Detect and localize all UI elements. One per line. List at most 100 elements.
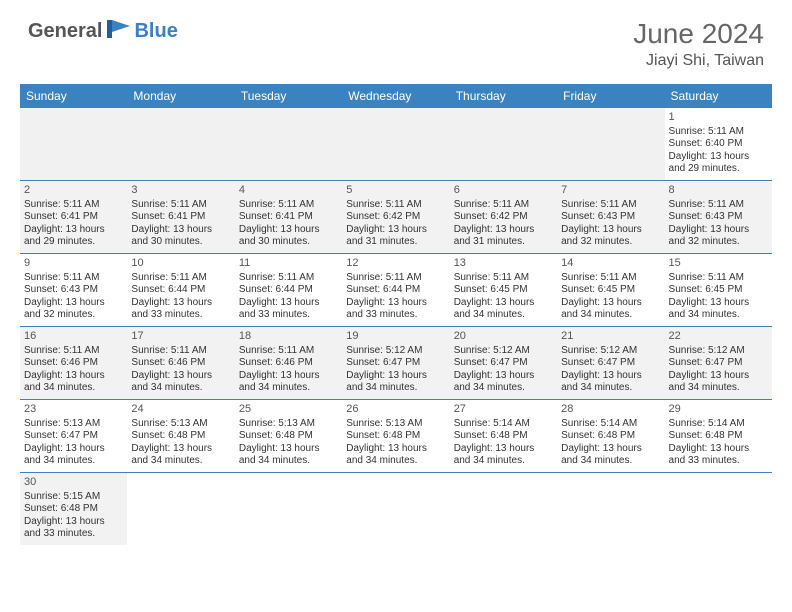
day-detail-line: and 33 minutes.	[239, 309, 338, 322]
day-detail-line: Sunrise: 5:12 AM	[346, 345, 445, 358]
day-number: 10	[131, 257, 230, 271]
day-cell	[450, 473, 557, 545]
day-detail-line: Sunset: 6:48 PM	[454, 430, 553, 443]
day-detail-line: Sunrise: 5:14 AM	[669, 418, 768, 431]
week-row: 1Sunrise: 5:11 AMSunset: 6:40 PMDaylight…	[20, 108, 772, 181]
day-cell	[557, 473, 664, 545]
day-detail-line: Sunrise: 5:11 AM	[669, 272, 768, 285]
day-detail-line: Sunset: 6:47 PM	[24, 430, 123, 443]
day-number: 4	[239, 184, 338, 198]
day-cell: 23Sunrise: 5:13 AMSunset: 6:47 PMDayligh…	[20, 400, 127, 472]
day-detail-line: Sunrise: 5:11 AM	[346, 272, 445, 285]
day-number: 27	[454, 403, 553, 417]
day-detail-line: and 31 minutes.	[346, 236, 445, 249]
day-detail-line: Sunrise: 5:12 AM	[669, 345, 768, 358]
day-detail-line: Sunset: 6:48 PM	[239, 430, 338, 443]
day-detail-line: Sunset: 6:40 PM	[669, 138, 768, 151]
day-number: 30	[24, 476, 123, 490]
week-row: 30Sunrise: 5:15 AMSunset: 6:48 PMDayligh…	[20, 473, 772, 545]
day-detail-line: and 34 minutes.	[454, 455, 553, 468]
day-detail-line: and 29 minutes.	[669, 163, 768, 176]
day-cell	[450, 108, 557, 180]
day-cell	[342, 473, 449, 545]
day-header-cell: Saturday	[665, 84, 772, 108]
day-detail-line: Sunset: 6:41 PM	[24, 211, 123, 224]
day-detail-line: Sunset: 6:44 PM	[131, 284, 230, 297]
day-detail-line: Daylight: 13 hours	[131, 443, 230, 456]
day-detail-line: Daylight: 13 hours	[239, 370, 338, 383]
day-number: 5	[346, 184, 445, 198]
day-cell: 28Sunrise: 5:14 AMSunset: 6:48 PMDayligh…	[557, 400, 664, 472]
day-cell: 5Sunrise: 5:11 AMSunset: 6:42 PMDaylight…	[342, 181, 449, 253]
day-detail-line: Sunrise: 5:11 AM	[454, 272, 553, 285]
day-number: 3	[131, 184, 230, 198]
day-detail-line: and 34 minutes.	[239, 455, 338, 468]
day-detail-line: and 32 minutes.	[669, 236, 768, 249]
logo: General Blue	[28, 18, 178, 45]
day-detail-line: Sunrise: 5:11 AM	[239, 345, 338, 358]
day-number: 20	[454, 330, 553, 344]
day-cell	[342, 108, 449, 180]
day-detail-line: Sunrise: 5:11 AM	[561, 272, 660, 285]
day-header-cell: Wednesday	[342, 84, 449, 108]
day-cell	[557, 108, 664, 180]
day-number: 17	[131, 330, 230, 344]
day-cell	[665, 473, 772, 545]
week-row: 9Sunrise: 5:11 AMSunset: 6:43 PMDaylight…	[20, 254, 772, 327]
day-detail-line: and 34 minutes.	[131, 455, 230, 468]
day-detail-line: Daylight: 13 hours	[24, 297, 123, 310]
day-number: 2	[24, 184, 123, 198]
header: General Blue June 2024 Jiayi Shi, Taiwan	[0, 0, 792, 78]
day-detail-line: Sunset: 6:48 PM	[346, 430, 445, 443]
day-detail-line: Sunset: 6:47 PM	[669, 357, 768, 370]
day-cell	[127, 473, 234, 545]
month-title: June 2024	[633, 18, 764, 50]
day-cell: 17Sunrise: 5:11 AMSunset: 6:46 PMDayligh…	[127, 327, 234, 399]
day-detail-line: Daylight: 13 hours	[669, 151, 768, 164]
day-detail-line: Sunrise: 5:11 AM	[131, 345, 230, 358]
day-detail-line: Sunset: 6:46 PM	[24, 357, 123, 370]
day-detail-line: Sunset: 6:48 PM	[561, 430, 660, 443]
day-header-cell: Monday	[127, 84, 234, 108]
day-number: 12	[346, 257, 445, 271]
day-detail-line: Sunset: 6:44 PM	[346, 284, 445, 297]
day-detail-line: Sunset: 6:44 PM	[239, 284, 338, 297]
logo-flag-icon	[104, 18, 132, 45]
day-detail-line: and 31 minutes.	[454, 236, 553, 249]
day-number: 22	[669, 330, 768, 344]
day-number: 1	[669, 111, 768, 125]
day-cell: 18Sunrise: 5:11 AMSunset: 6:46 PMDayligh…	[235, 327, 342, 399]
day-detail-line: Sunrise: 5:13 AM	[346, 418, 445, 431]
day-detail-line: Daylight: 13 hours	[561, 443, 660, 456]
day-detail-line: Daylight: 13 hours	[454, 224, 553, 237]
day-detail-line: Sunset: 6:43 PM	[24, 284, 123, 297]
day-detail-line: and 34 minutes.	[24, 382, 123, 395]
day-number: 21	[561, 330, 660, 344]
day-detail-line: Sunset: 6:42 PM	[454, 211, 553, 224]
day-detail-line: Sunrise: 5:15 AM	[24, 491, 123, 504]
day-cell: 4Sunrise: 5:11 AMSunset: 6:41 PMDaylight…	[235, 181, 342, 253]
day-cell: 22Sunrise: 5:12 AMSunset: 6:47 PMDayligh…	[665, 327, 772, 399]
day-detail-line: Sunset: 6:45 PM	[561, 284, 660, 297]
day-number: 11	[239, 257, 338, 271]
day-detail-line: Daylight: 13 hours	[346, 443, 445, 456]
day-detail-line: Sunrise: 5:11 AM	[24, 345, 123, 358]
day-detail-line: Daylight: 13 hours	[346, 224, 445, 237]
day-number: 7	[561, 184, 660, 198]
logo-text-blue: Blue	[134, 20, 177, 43]
day-detail-line: Sunset: 6:47 PM	[454, 357, 553, 370]
day-detail-line: Daylight: 13 hours	[669, 443, 768, 456]
day-detail-line: Daylight: 13 hours	[131, 224, 230, 237]
day-cell: 21Sunrise: 5:12 AMSunset: 6:47 PMDayligh…	[557, 327, 664, 399]
day-header-row: SundayMondayTuesdayWednesdayThursdayFrid…	[20, 84, 772, 108]
day-cell: 15Sunrise: 5:11 AMSunset: 6:45 PMDayligh…	[665, 254, 772, 326]
day-detail-line: Sunrise: 5:13 AM	[131, 418, 230, 431]
day-cell: 2Sunrise: 5:11 AMSunset: 6:41 PMDaylight…	[20, 181, 127, 253]
day-number: 26	[346, 403, 445, 417]
day-number: 19	[346, 330, 445, 344]
day-detail-line: Sunset: 6:41 PM	[131, 211, 230, 224]
title-block: June 2024 Jiayi Shi, Taiwan	[633, 18, 764, 70]
day-detail-line: and 34 minutes.	[669, 309, 768, 322]
day-detail-line: Daylight: 13 hours	[24, 224, 123, 237]
day-cell: 26Sunrise: 5:13 AMSunset: 6:48 PMDayligh…	[342, 400, 449, 472]
